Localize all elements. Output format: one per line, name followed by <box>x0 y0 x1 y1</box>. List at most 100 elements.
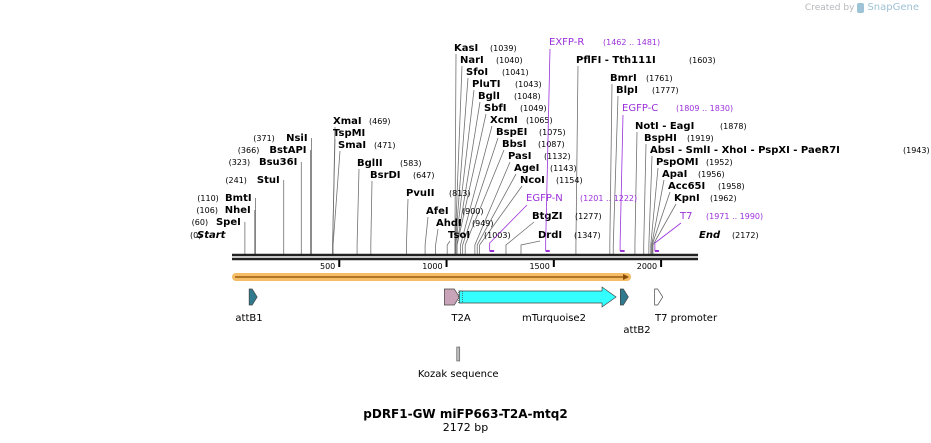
site-pos-bspei: (1075) <box>539 128 566 137</box>
site-pos-bsphi: (1919) <box>687 134 714 143</box>
site-name-kasi: KasI <box>454 43 478 54</box>
site-name-noti-eagi: NotI - EagI <box>635 121 694 132</box>
site-name-spei: SpeI <box>216 217 241 228</box>
site-pos-absi-smli-xhoi-pspxi-paer7i: (1943) <box>903 146 930 155</box>
site-name-stui: StuI <box>257 175 280 186</box>
site-pos-pflfi-tth111i: (1603) <box>689 56 716 65</box>
site-name-pspomi: PspOMI <box>656 157 698 168</box>
site-leader <box>435 228 439 254</box>
site-pos-blpi: (1777) <box>652 86 679 95</box>
primer-leader <box>489 204 528 251</box>
site-pos-pasi: (1132) <box>544 152 571 161</box>
site-name-sbfi: SbfI <box>484 103 506 114</box>
site-name-ncoi: NcoI <box>520 175 545 186</box>
site-name-nhei: NheI <box>225 205 251 216</box>
created-by-text: Created by <box>804 2 855 13</box>
site-leader <box>424 216 429 254</box>
site-leader <box>479 185 523 254</box>
feature-label-attb2: attB2 <box>623 325 650 336</box>
feature-mturquoise2 <box>459 286 617 308</box>
site-leader <box>474 161 511 254</box>
site-pos-bstapi: (366) <box>238 146 260 155</box>
site-pos-ncoi: (1154) <box>556 176 583 185</box>
site-name-blpi: BlpI <box>616 85 638 96</box>
site-name-afei: AfeI <box>426 206 449 217</box>
feature-label-mturquoise2: mTurquoise2 <box>522 313 586 324</box>
primer-leader <box>654 222 682 251</box>
site-pos-smai: (471) <box>374 141 396 150</box>
site-name-bgli: BglI <box>478 91 500 102</box>
site-name-agei: AgeI <box>514 163 539 174</box>
site-leader <box>648 155 653 254</box>
site-leader <box>464 149 505 254</box>
end-label: End <box>699 230 721 241</box>
axis-tick-label: 1000 <box>422 262 442 271</box>
primer-range-exfp-r: (1462 .. 1481) <box>603 38 660 47</box>
primer-range-egfp-c: (1809 .. 1830) <box>676 104 733 113</box>
site-pos-bglii: (583) <box>400 159 422 168</box>
site-name-bbsi: BbsI <box>502 139 526 150</box>
site-leader <box>651 179 665 254</box>
site-pos-stui: (241) <box>225 176 247 185</box>
site-name-btgzi: BtgZI <box>532 211 563 222</box>
site-pos-afei: (900) <box>462 207 484 216</box>
site-name-xmai: XmaI <box>333 116 362 127</box>
site-pos-btgzi: (1277) <box>575 212 602 221</box>
site-leader <box>446 240 451 254</box>
site-pos-bmri: (1761) <box>646 74 673 83</box>
site-leader <box>455 89 475 254</box>
site-name-pflfi-tth111i: PflFI - Tth111I <box>576 55 656 66</box>
end-position: (2172) <box>732 231 759 240</box>
feature-label-attb1: attB1 <box>235 313 262 324</box>
site-pos-nsii: (371) <box>253 134 275 143</box>
feature-t2a <box>444 288 460 306</box>
site-leader <box>332 150 341 254</box>
sequence-backbone <box>232 253 698 261</box>
site-name-pluti: PluTI <box>472 79 500 90</box>
site-pos-bbsi: (1087) <box>538 140 565 149</box>
axis-tick-label: 1500 <box>529 262 549 271</box>
feature-track: attB1 T2A mTurquoise2 attB2 T7 promoter Kozak… <box>235 286 718 380</box>
site-name-xcmi: XcmI <box>490 115 518 126</box>
site-name-pasi: PasI <box>508 151 531 162</box>
site-pos-nhei: (106) <box>196 206 218 215</box>
site-pos-pspomi: (1952) <box>706 158 733 167</box>
axis-tick-label: 2000 <box>637 262 657 271</box>
site-leader <box>505 221 535 254</box>
site-pos-xmai: (469) <box>369 117 391 126</box>
site-name-drdi: DrdI <box>538 230 562 241</box>
site-pos-pvuii: (813) <box>449 189 471 198</box>
feature-attb2 <box>619 288 629 306</box>
site-name-acc65i: Acc65I <box>668 181 705 192</box>
site-name-bmti: BmtI <box>225 193 252 204</box>
site-leader <box>454 77 469 254</box>
site-pos-xcmi: (1065) <box>526 116 553 125</box>
site-pos-bsu36i: (323) <box>229 158 251 167</box>
site-leader <box>634 131 638 254</box>
sequence-title: pDRF1-GW miFP663-T2A-mtq2 <box>363 407 568 421</box>
snapgene-product-name: SnapGene <box>867 2 919 13</box>
snapgene-logo-icon <box>857 2 865 13</box>
site-leader <box>520 240 541 254</box>
site-pos-bmti: (110) <box>197 194 219 203</box>
site-name-bspei: BspEI <box>496 127 527 138</box>
site-pos-spei: (60) <box>192 218 208 227</box>
primer-name-egfp-c: EGFP-C <box>622 103 658 114</box>
site-leader <box>476 173 517 254</box>
feature-label-t2a: T2A <box>450 313 470 324</box>
primer-name-t7: T7 <box>679 211 692 222</box>
site-pos-kasi: (1039) <box>490 44 517 53</box>
feature-label-t7-promoter: T7 promoter <box>654 313 718 324</box>
site-pos-sbfi: (1049) <box>520 104 547 113</box>
feature-kozak-sequence <box>456 346 461 362</box>
restriction-site-labels: (0)Start End (2172) SpeI (60) NheI (106) BmtI (1… <box>190 43 930 241</box>
site-name-smai: SmaI <box>338 140 366 151</box>
site-name-ahdi: AhdI <box>436 218 462 229</box>
snapgene-branding: Created by SnapGene <box>805 2 919 13</box>
primer-range-t7: (1971 .. 1990) <box>706 212 763 221</box>
site-name-bstapi: BstAPI <box>269 145 306 156</box>
site-name-apai: ApaI <box>662 169 687 180</box>
site-name-bsrdi: BsrDI <box>370 170 401 181</box>
site-leader <box>370 180 373 254</box>
site-leader <box>462 137 499 254</box>
